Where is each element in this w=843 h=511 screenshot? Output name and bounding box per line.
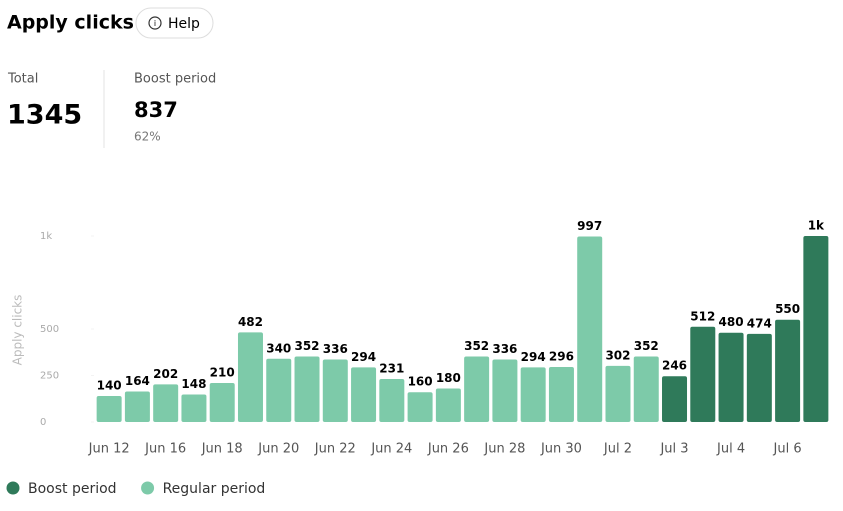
value-label: 296 [549,349,574,363]
value-label: 202 [153,367,178,381]
stat-label: Boost period [134,72,216,87]
value-label: 512 [690,309,715,323]
x-tick-label: Jun 12 [88,442,130,457]
bar [492,359,518,422]
bar [379,379,405,422]
value-label: 164 [125,374,150,388]
bar [746,333,772,422]
value-label: 294 [351,350,376,364]
bar [520,367,546,422]
value-label: 210 [210,365,235,379]
legend-label: Regular period [163,481,266,497]
help-button[interactable]: i Help [135,7,214,39]
x-tick-label: Jul 2 [603,442,632,457]
bar [605,365,631,422]
value-label: 140 [97,378,122,392]
value-label: 246 [662,359,687,373]
bar [662,376,688,422]
value-label: 336 [492,342,517,356]
bar [351,367,377,422]
bar [237,332,263,422]
bar [294,356,320,422]
bar [322,359,348,422]
bar [775,319,801,422]
value-label: 550 [775,302,800,316]
value-label: 180 [436,371,461,385]
value-label: 231 [379,362,404,376]
bar [407,392,433,422]
bar [464,356,490,422]
x-tick-label: Jun 22 [314,442,356,457]
value-label: 352 [294,339,319,353]
bar [718,332,744,422]
value-label: 294 [521,350,546,364]
x-tick-label: Jul 6 [773,442,802,457]
help-label[interactable]: Help [168,16,200,32]
x-tick-label: Jun 28 [483,442,525,457]
value-label: 160 [408,375,433,389]
bar [124,391,150,422]
bar [266,358,292,422]
legend-label: Boost period [28,481,117,497]
x-tick-label: Jun 18 [201,442,243,457]
value-label: 352 [464,339,489,353]
y-tick-label: 0 [40,417,46,428]
title: Apply clicks [7,12,134,34]
y-tick-label: 500 [40,324,59,335]
bar [690,326,716,422]
value-label: 480 [719,315,744,329]
x-tick-label: Jun 24 [370,442,412,457]
value-label: 352 [634,339,659,353]
legend-swatch [141,481,155,495]
value-label: 336 [323,342,348,356]
stat-label: Total [7,72,38,87]
x-tick-label: Jun 16 [144,442,186,457]
help-frame[interactable] [135,7,214,39]
stat-value: 837 [134,98,178,122]
info-i: i [154,19,156,28]
bar [577,236,603,422]
bar [435,388,461,422]
y-tick-label: 1k [40,231,52,242]
bar [96,395,122,422]
info-icon [148,16,162,30]
bar [209,382,235,422]
bar [548,366,574,422]
value-label: 482 [238,315,263,329]
x-tick-label: Jun 26 [427,442,469,457]
stat-note: 62% [134,130,161,144]
value-label: 997 [577,219,602,233]
y-tick-label: 250 [40,371,59,382]
bar [803,236,829,422]
value-label: 474 [747,316,772,330]
value-label: 148 [181,377,206,391]
value-label: 1k [808,219,825,233]
bar [181,394,207,422]
x-tick-label: Jun 30 [540,442,582,457]
bar [153,384,179,422]
stat-value: 1345 [7,100,82,131]
x-tick-label: Jul 4 [716,442,745,457]
y-axis-label: Apply clicks [11,295,25,366]
legend-swatch [6,481,20,495]
value-label: 302 [605,348,630,362]
x-tick-label: Jul 3 [659,442,688,457]
x-tick-label: Jun 20 [257,442,299,457]
value-label: 340 [266,341,291,355]
bar [633,356,659,422]
